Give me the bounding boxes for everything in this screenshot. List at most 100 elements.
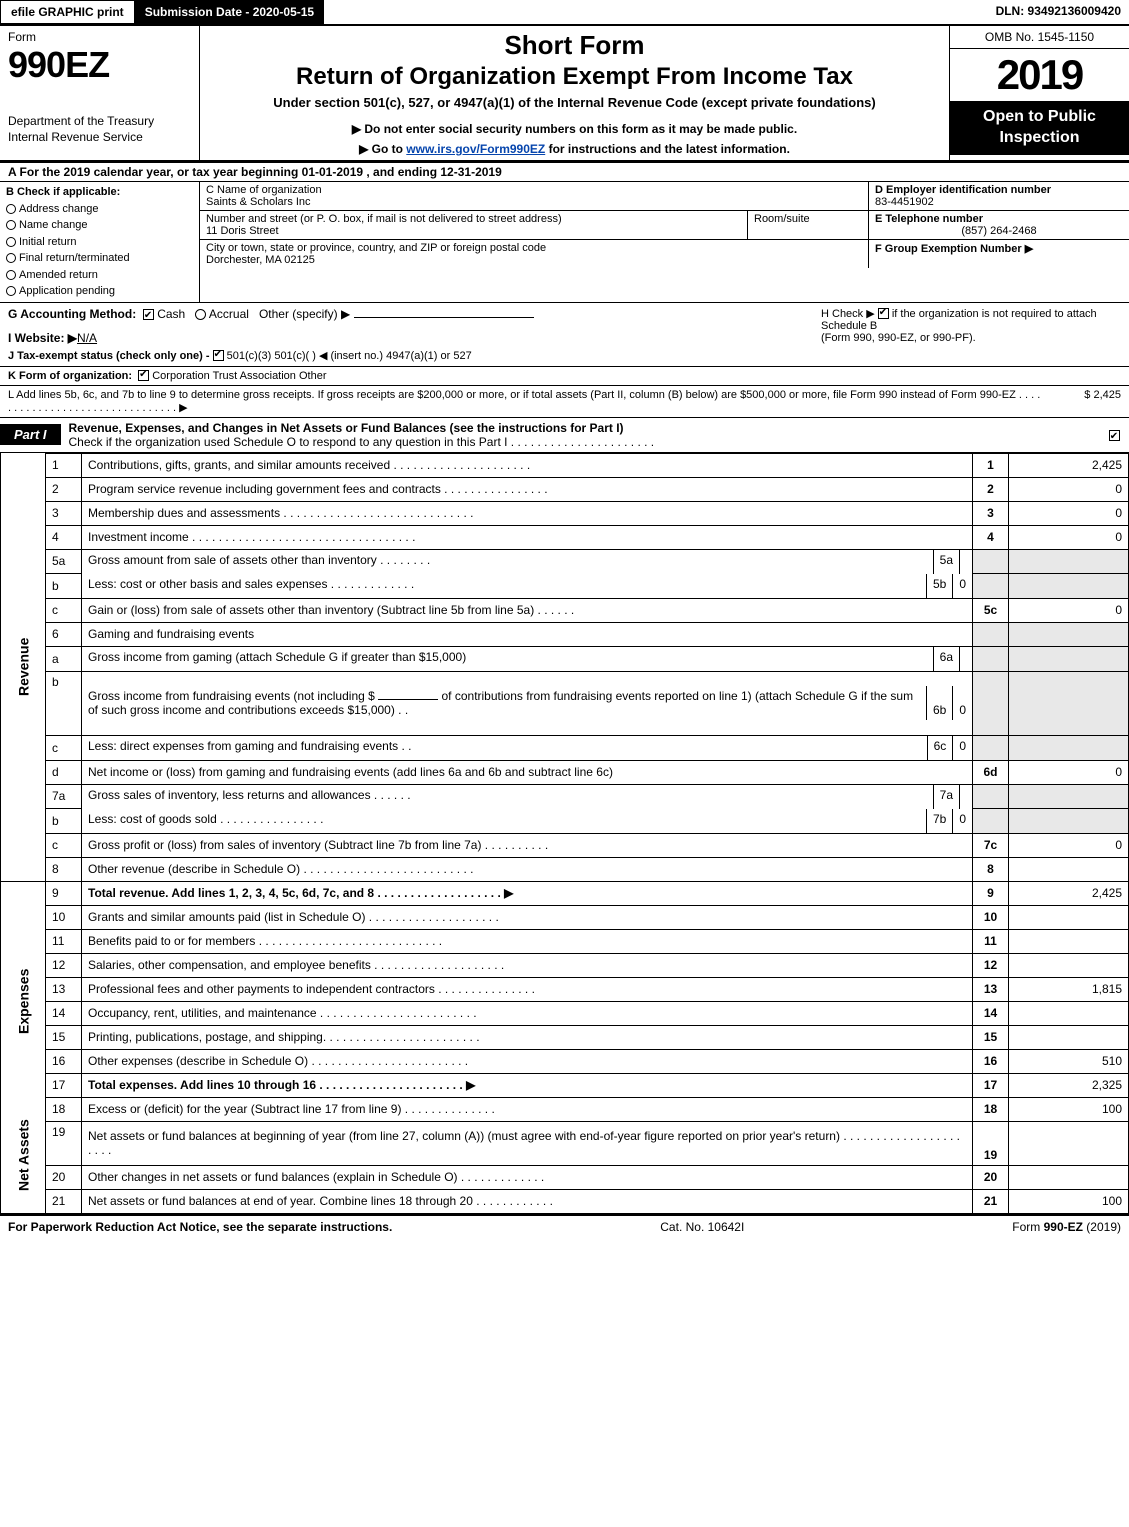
ln14-num: 14 (46, 1001, 82, 1025)
ein-label: D Employer identification number (875, 184, 1051, 196)
ln7b-text: Less: cost of goods sold . . . . . . . .… (82, 809, 926, 833)
ln16-text: Other expenses (describe in Schedule O) … (82, 1049, 973, 1073)
ln18-num: 18 (46, 1097, 82, 1121)
ln20-col: 20 (973, 1165, 1009, 1189)
ln7a-shade2 (1009, 784, 1129, 809)
ln7b-sn: 7b (926, 809, 953, 833)
ln13-amt: 1,815 (1009, 977, 1129, 1001)
main-title: Return of Organization Exempt From Incom… (208, 63, 941, 91)
ln15-amt (1009, 1025, 1129, 1049)
g-other-input[interactable] (354, 317, 534, 318)
ln17-num: 17 (46, 1073, 82, 1097)
ln6c-num: c (46, 735, 82, 760)
cb-name-change[interactable] (6, 220, 16, 230)
goto-post: for instructions and the latest informat… (545, 142, 790, 156)
ln5b-sn: 5b (926, 574, 953, 598)
h-text1: H Check ▶ (821, 308, 875, 320)
ln6b-blank[interactable] (378, 699, 438, 700)
dept-treasury: Department of the Treasury Internal Reve… (8, 114, 191, 145)
city-cell: City or town, state or province, country… (200, 240, 868, 268)
ln7c-text: Gross profit or (loss) from sales of inv… (82, 833, 973, 857)
sub-title: Under section 501(c), 527, or 4947(a)(1)… (208, 95, 941, 110)
cb-501c3[interactable] (213, 350, 224, 361)
ln5a-shade2 (1009, 549, 1129, 574)
part1-desc: Revenue, Expenses, and Changes in Net As… (61, 418, 1099, 452)
ln5c-text: Gain or (loss) from sale of assets other… (82, 598, 973, 622)
ln6-text: Gaming and fundraising events (82, 622, 973, 646)
revenue-side-label: Revenue (1, 453, 46, 881)
addr-label: Number and street (or P. O. box, if mail… (206, 213, 562, 225)
efile-print-button[interactable]: efile GRAPHIC print (0, 0, 135, 24)
ln5b-num: b (46, 574, 82, 599)
cb-initial-return[interactable] (6, 237, 16, 247)
irs-link[interactable]: www.irs.gov/Form990EZ (406, 142, 545, 156)
dln-label: DLN: 93492136009420 (988, 0, 1129, 24)
ln2-col: 2 (973, 477, 1009, 501)
cb-part1-scho[interactable] (1109, 430, 1120, 441)
ln4-col: 4 (973, 525, 1009, 549)
ln8-col: 8 (973, 857, 1009, 881)
city-label: City or town, state or province, country… (206, 242, 546, 254)
ssn-note: ▶ Do not enter social security numbers o… (208, 122, 941, 136)
ln8-num: 8 (46, 857, 82, 881)
ln6b-sn: 6b (926, 686, 953, 720)
cb-corporation[interactable] (138, 370, 149, 381)
ln5c-amt: 0 (1009, 598, 1129, 622)
ln6b-t1: Gross income from fundraising events (no… (88, 689, 375, 703)
ln6-shade2 (1009, 622, 1129, 646)
j-label: J Tax-exempt status (check only one) - (8, 350, 213, 362)
block-c-row: C Name of organization Saints & Scholars… (200, 182, 1129, 268)
ln18-text: Excess or (deficit) for the year (Subtra… (82, 1097, 973, 1121)
ln7b-num: b (46, 809, 82, 834)
ln12-num: 12 (46, 953, 82, 977)
opt-application-pending: Application pending (19, 285, 115, 297)
ln17-amt: 2,325 (1009, 1073, 1129, 1097)
ln6d-num: d (46, 760, 82, 784)
ln11-num: 11 (46, 929, 82, 953)
g-other: Other (specify) ▶ (259, 307, 350, 321)
public-inspection: Open to Public Inspection (950, 101, 1129, 155)
ln3-text: Membership dues and assessments . . . . … (82, 501, 973, 525)
ln13-num: 13 (46, 977, 82, 1001)
j-opts: 501(c)(3) 501(c)( ) ◀ (insert no.) 4947(… (227, 350, 472, 362)
room-cell: Room/suite (748, 211, 868, 239)
ln5c-num: c (46, 598, 82, 622)
entity-block: B Check if applicable: Address change Na… (0, 181, 1129, 303)
cb-accrual[interactable] (195, 309, 206, 320)
ln19-amt (1009, 1121, 1129, 1165)
cb-amended-return[interactable] (6, 270, 16, 280)
submission-date-button[interactable]: Submission Date - 2020-05-15 (135, 0, 326, 24)
i-label: I Website: ▶ (8, 331, 77, 345)
city-value: Dorchester, MA 02125 (206, 254, 315, 266)
cb-address-change[interactable] (6, 204, 16, 214)
ln6c-sv: 0 (953, 736, 972, 760)
ln16-amt: 510 (1009, 1049, 1129, 1073)
ln6b-shade2 (1009, 671, 1129, 735)
part1-badge: Part I (0, 424, 61, 445)
cb-application-pending[interactable] (6, 286, 16, 296)
ln3-num: 3 (46, 501, 82, 525)
ln6b-shade (973, 671, 1009, 735)
block-c-left: C Name of organization Saints & Scholars… (200, 182, 869, 268)
addr-value: 11 Doris Street (206, 225, 279, 237)
part1-desc-text: Revenue, Expenses, and Changes in Net As… (69, 421, 624, 435)
ln6d-text: Net income or (loss) from gaming and fun… (82, 760, 973, 784)
ln17-bold: Total expenses. Add lines 10 through 16 … (88, 1078, 475, 1092)
ln1-num: 1 (46, 453, 82, 477)
form-header: Form 990EZ Department of the Treasury In… (0, 26, 1129, 162)
ln4-text: Investment income . . . . . . . . . . . … (82, 525, 973, 549)
ein-value: 83-4451902 (875, 196, 934, 208)
ln15-col: 15 (973, 1025, 1009, 1049)
g-label: G Accounting Method: (8, 307, 136, 321)
ln9-text: Total revenue. Add lines 1, 2, 3, 4, 5c,… (82, 881, 973, 905)
cb-h[interactable] (878, 308, 889, 319)
ln12-amt (1009, 953, 1129, 977)
cb-cash[interactable] (143, 309, 154, 320)
ln16-num: 16 (46, 1049, 82, 1073)
opt-address-change: Address change (19, 203, 99, 215)
ln9-col: 9 (973, 881, 1009, 905)
ln1-col: 1 (973, 453, 1009, 477)
cb-final-return[interactable] (6, 253, 16, 263)
footer-left: For Paperwork Reduction Act Notice, see … (8, 1220, 392, 1234)
ln21-col: 21 (973, 1189, 1009, 1213)
